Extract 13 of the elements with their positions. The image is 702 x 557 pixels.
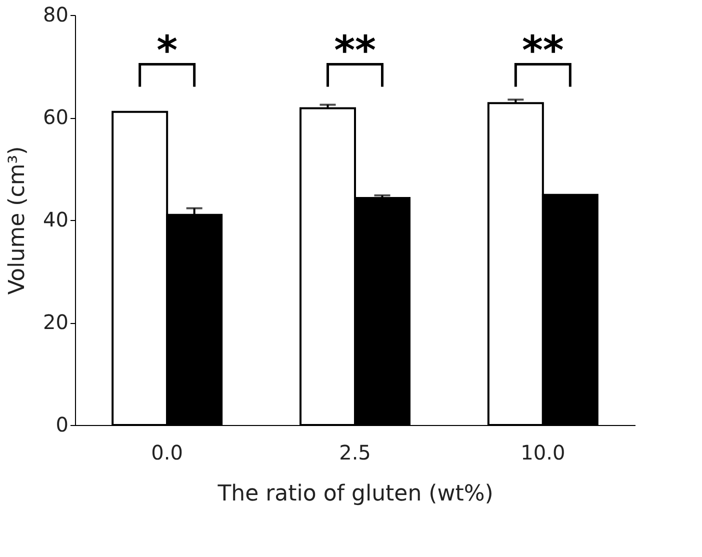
y-tick-label: 40 xyxy=(43,208,68,232)
x-tick-label: 2.5 xyxy=(339,440,371,464)
y-tick-label: 60 xyxy=(43,105,68,129)
x-axis-title: The ratio of gluten (wt%) xyxy=(216,482,494,506)
x-tick-label: 0.0 xyxy=(151,440,183,464)
annotation: ** xyxy=(334,28,376,74)
annotation: ** xyxy=(522,28,564,74)
y-tick-label: 80 xyxy=(43,2,68,26)
y-axis-title: Volume (cm³) xyxy=(5,146,30,295)
y-tick-label: 0 xyxy=(56,412,68,436)
x-tick-label: 10.0 xyxy=(520,440,566,464)
y-tick-label: 20 xyxy=(43,310,68,334)
annotation: * xyxy=(156,28,178,74)
